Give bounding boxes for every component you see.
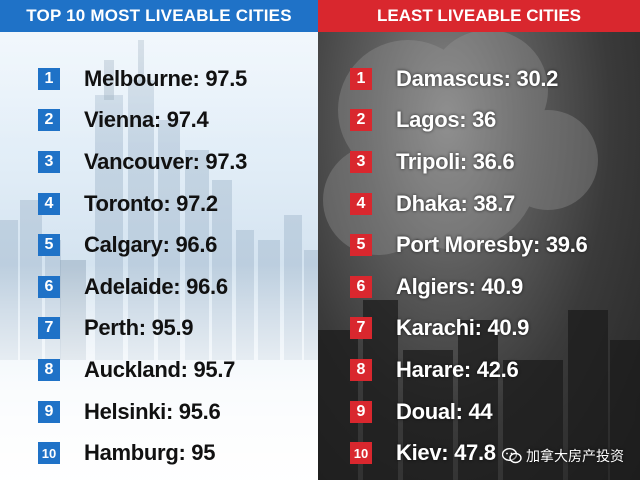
city-score: Hamburg: 95 bbox=[84, 440, 216, 466]
list-item: 6 Algiers: 40.9 bbox=[350, 266, 587, 308]
list-item: 9 Helsinki: 95.6 bbox=[38, 391, 247, 433]
watermark: 加拿大房产投资 bbox=[502, 446, 624, 466]
city-score: Helsinki: 95.6 bbox=[84, 398, 221, 424]
city-score: Lagos: 36 bbox=[396, 107, 496, 133]
city-score: Adelaide: 96.6 bbox=[84, 273, 228, 299]
rank-badge: 4 bbox=[350, 192, 372, 215]
city-score: Vienna: 97.4 bbox=[84, 107, 209, 133]
list-item: 6 Adelaide: 96.6 bbox=[38, 266, 247, 308]
least-liveable-title: LEAST LIVEABLE CITIES bbox=[318, 0, 640, 32]
city-score: Tripoli: 36.6 bbox=[396, 148, 515, 174]
list-item: 8 Harare: 42.6 bbox=[350, 349, 587, 391]
list-item: 1 Melbourne: 97.5 bbox=[38, 58, 247, 100]
most-liveable-title: TOP 10 MOST LIVEABLE CITIES bbox=[0, 0, 318, 32]
city-score: Perth: 95.9 bbox=[84, 315, 194, 341]
city-score: Doual: 44 bbox=[396, 398, 493, 424]
list-item: 10 Hamburg: 95 bbox=[38, 432, 247, 474]
list-item: 2 Vienna: 97.4 bbox=[38, 100, 247, 142]
list-item: 7 Karachi: 40.9 bbox=[350, 308, 587, 350]
city-score: Vancouver: 97.3 bbox=[84, 148, 248, 174]
rank-badge: 4 bbox=[38, 192, 60, 215]
list-item: 4 Dhaka: 38.7 bbox=[350, 183, 587, 225]
list-item: 9 Doual: 44 bbox=[350, 391, 587, 433]
list-item: 4 Toronto: 97.2 bbox=[38, 183, 247, 225]
list-item: 3 Tripoli: 36.6 bbox=[350, 141, 587, 183]
rank-badge: 2 bbox=[350, 109, 372, 132]
city-score: Port Moresby: 39.6 bbox=[396, 232, 588, 258]
city-score: Toronto: 97.2 bbox=[84, 190, 218, 216]
rank-badge: 10 bbox=[38, 442, 60, 465]
city-score: Melbourne: 97.5 bbox=[84, 65, 247, 91]
city-score: Harare: 42.6 bbox=[396, 356, 519, 382]
list-item: 8 Auckland: 95.7 bbox=[38, 349, 247, 391]
city-score: Dhaka: 38.7 bbox=[396, 190, 515, 216]
wechat-icon bbox=[502, 448, 522, 464]
rank-badge: 9 bbox=[38, 400, 60, 423]
rank-badge: 9 bbox=[350, 400, 372, 423]
rank-badge: 8 bbox=[350, 358, 372, 381]
rank-badge: 2 bbox=[38, 109, 60, 132]
rank-badge: 7 bbox=[38, 317, 60, 340]
rank-badge: 3 bbox=[38, 150, 60, 173]
rank-badge: 10 bbox=[350, 442, 372, 465]
rank-badge: 7 bbox=[350, 317, 372, 340]
rank-badge: 3 bbox=[350, 150, 372, 173]
list-item: 3 Vancouver: 97.3 bbox=[38, 141, 247, 183]
city-score: Kiev: 47.8 bbox=[396, 440, 496, 466]
list-item: 5 Calgary: 96.6 bbox=[38, 224, 247, 266]
rank-badge: 6 bbox=[350, 275, 372, 298]
list-item: 2 Lagos: 36 bbox=[350, 100, 587, 142]
list-item: 10 Kiev: 47.8 bbox=[350, 432, 587, 474]
rank-badge: 8 bbox=[38, 358, 60, 381]
city-score: Algiers: 40.9 bbox=[396, 273, 523, 299]
rank-badge: 5 bbox=[350, 234, 372, 257]
city-score: Damascus: 30.2 bbox=[396, 65, 559, 91]
rank-badge: 1 bbox=[38, 67, 60, 90]
city-score: Auckland: 95.7 bbox=[84, 356, 236, 382]
rank-badge: 6 bbox=[38, 275, 60, 298]
list-item: 1 Damascus: 30.2 bbox=[350, 58, 587, 100]
list-item: 5 Port Moresby: 39.6 bbox=[350, 224, 588, 266]
rank-badge: 5 bbox=[38, 234, 60, 257]
city-score: Karachi: 40.9 bbox=[396, 315, 530, 341]
list-item: 7 Perth: 95.9 bbox=[38, 308, 247, 350]
city-score: Calgary: 96.6 bbox=[84, 232, 218, 258]
watermark-text: 加拿大房产投资 bbox=[526, 449, 624, 465]
most-liveable-list: 1 Melbourne: 97.5 2 Vienna: 97.4 3 Vancouve… bbox=[38, 58, 247, 474]
rank-badge: 1 bbox=[350, 67, 372, 90]
least-liveable-list: 1 Damascus: 30.2 2 Lagos: 36 3 Tripoli: 36.… bbox=[350, 58, 588, 474]
